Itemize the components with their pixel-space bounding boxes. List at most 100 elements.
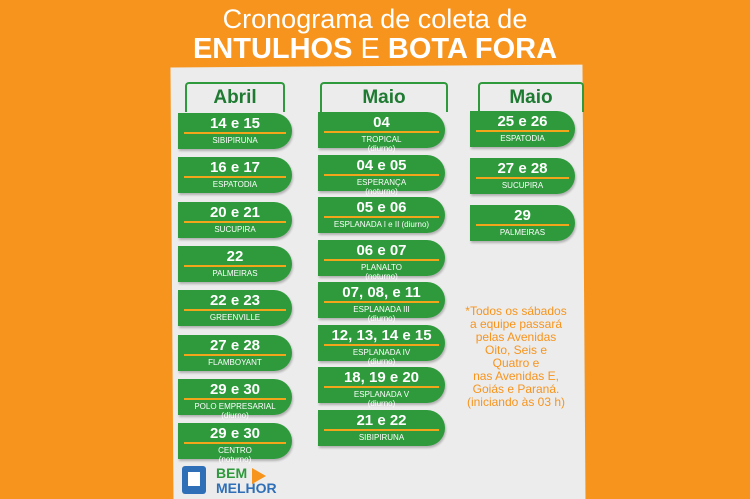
schedule-entry: 29 e 30 CENTRO (noturno) [178, 423, 292, 464]
title-word: BOTA FORA [387, 33, 558, 65]
schedule-entry: 27 e 28 SUCUPIRA [470, 158, 575, 194]
divider [184, 442, 286, 445]
schedule-entry: 27 e 28 FLAMBOYANT [178, 334, 292, 371]
divider [324, 343, 439, 346]
note-line: (iniciando às 03 h) [466, 395, 566, 409]
schedule-entry: 05 e 06 ESPLANADA I e II (diurno) [318, 197, 445, 233]
entry-place: FLAMBOYANT [208, 357, 262, 367]
entry-shift: (noturno) [365, 186, 398, 196]
entry-place: ESPLANADA V [353, 390, 410, 399]
logo-top: BEM [216, 465, 247, 481]
schedule-entry: 25 e 26 ESPATODIA [470, 111, 575, 147]
logo-graphic: BEM MELHOR [182, 465, 277, 496]
note-line: *Todos os sábados [465, 304, 567, 318]
divider [324, 301, 439, 303]
entry-date: 12, 13, 14 e 15 [331, 326, 432, 344]
entry-date: 29 [514, 207, 531, 224]
divider [184, 353, 286, 356]
schedule-entry: 04 e 05 ESPERANÇA (noturno) [318, 154, 445, 196]
schedule-entry: 16 e 17 ESPATODIA [178, 157, 292, 194]
entry-date: 21 e 22 [356, 411, 407, 429]
divider [184, 220, 286, 223]
divider [184, 397, 286, 400]
entry-shift: (diurno) [367, 399, 396, 408]
entry-place: ESPERANÇA [356, 177, 407, 187]
title-line1: Cronograma de coleta de [222, 4, 528, 34]
divider [324, 173, 439, 176]
entry-date: 16 e 17 [209, 159, 261, 177]
schedule-entry: 14 e 15 SIBIPIRUNA [178, 113, 292, 149]
divider [184, 176, 286, 179]
entry-place: POLO EMPRESARIAL [194, 401, 276, 411]
divider [476, 224, 569, 226]
schedule-entry: 04 TROPICAL (diurno) [318, 112, 445, 153]
entry-date: 18, 19 e 20 [343, 369, 420, 386]
divider [476, 177, 569, 179]
entry-place: PALMEIRAS [212, 268, 258, 278]
note: *Todos os sábados a equipe passará pelas A… [446, 305, 586, 409]
entry-place: CENTRO [218, 446, 252, 456]
title-word: E [360, 33, 380, 65]
entry-shift: (noturno) [365, 271, 398, 281]
entry-shift: (diurno) [367, 144, 396, 153]
schedule-entry: 22 e 23 GREENVILLE [178, 290, 292, 327]
entry-date: 07, 08, e 11 [342, 284, 421, 301]
entry-shift: (noturno) [218, 455, 252, 465]
divider [324, 258, 439, 261]
schedule-entry: 07, 08, e 11 ESPLANADA III (diurno) [318, 282, 445, 323]
entry-date: 29 e 30 [209, 425, 261, 443]
note-line: pelas Avenidas [475, 330, 557, 344]
divider [184, 264, 286, 267]
entry-date: 06 e 07 [356, 241, 407, 259]
entry-place: PALMEIRAS [499, 228, 546, 237]
entry-place: SUCUPIRA [214, 224, 256, 234]
entry-place: GREENVILLE [209, 313, 261, 323]
schedule-entry: 21 e 22 SIBIPIRUNA [318, 409, 445, 446]
divider [324, 216, 439, 218]
column-header: Abril [185, 82, 285, 112]
entry-place: PLANALTO [360, 262, 403, 272]
note-line: Goiás e Paraná. [472, 382, 560, 396]
divider [184, 309, 286, 312]
divider [184, 132, 286, 134]
title-line2: ENTULHOS E BOTA FORA [0, 33, 750, 66]
note-line: a equipe passará [469, 317, 563, 331]
logo: BEM MELHOR [180, 462, 290, 496]
entry-place: ESPATODIA [500, 134, 545, 143]
divider [324, 428, 439, 431]
entry-place: ESPLANADA III [353, 305, 410, 314]
schedule-entry: 29 PALMEIRAS [470, 205, 575, 241]
entry-place: ESPLANADA IV [352, 347, 411, 357]
entry-date: 05 e 06 [356, 199, 407, 216]
logo-bottom: MELHOR [216, 480, 277, 496]
note-line: Oito, Seis e [484, 343, 548, 357]
entry-place: SUCUPIRA [501, 181, 544, 190]
entry-date: 04 e 05 [356, 156, 407, 174]
entry-shift: (diurno) [221, 410, 249, 420]
entry-shift: (diurno) [367, 314, 396, 323]
title-word: ENTULHOS [192, 33, 353, 65]
entry-date: 22 [226, 247, 244, 265]
entry-shift: (diurno) [367, 356, 396, 366]
entry-place: TROPICAL [361, 135, 402, 144]
schedule-entry: 06 e 07 PLANALTO (noturno) [318, 239, 445, 281]
entry-place: ESPLANADA I e II (diurno) [333, 220, 430, 229]
divider [476, 130, 569, 132]
entry-place: ESPATODIA [212, 180, 258, 190]
entry-date: 27 e 28 [209, 336, 261, 354]
entry-place: SIBIPIRUNA [358, 432, 405, 442]
column-header: Maio [478, 82, 584, 112]
schedule-entry: 20 e 21 SUCUPIRA [178, 201, 292, 238]
entry-date: 25 e 26 [497, 113, 548, 130]
schedule-entry: 12, 13, 14 e 15 ESPLANADA IV (diurno) [318, 324, 445, 366]
schedule-entry: 22 PALMEIRAS [178, 245, 292, 282]
note-line: nas Avenidas E, [473, 369, 559, 383]
entry-place: SIBIPIRUNA [212, 136, 258, 145]
entry-date: 04 [373, 114, 390, 131]
entry-date: 27 e 28 [497, 160, 548, 177]
note-line: Quatro e [492, 356, 540, 370]
entry-date: 20 e 21 [209, 203, 261, 221]
entry-date: 14 e 15 [209, 115, 261, 132]
schedule-entry: 18, 19 e 20 ESPLANADA V (diurno) [318, 367, 445, 408]
